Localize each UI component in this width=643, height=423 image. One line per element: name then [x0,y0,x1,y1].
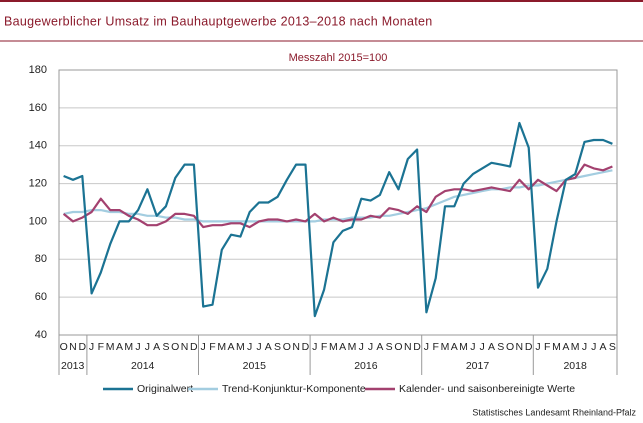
x-tick-label: F [98,341,104,353]
x-tick-label: J [247,341,252,353]
year-label: 2018 [563,360,587,372]
y-tick-label: 40 [35,329,47,341]
x-tick-label: J [312,341,317,353]
x-tick-label: M [552,341,561,353]
legend-label: Originalwert [137,383,193,395]
x-tick-label: M [124,341,133,353]
x-tick-label: A [488,341,495,353]
y-tick-label: 180 [29,64,47,76]
source: Statistisches Landesamt Rheinland-Pfalz [472,407,636,417]
x-tick-label: M [329,341,338,353]
x-tick-label: A [376,341,383,353]
x-tick-label: J [89,341,94,353]
x-tick-label: A [265,341,272,353]
year-label: 2016 [354,360,378,372]
year-label: 2017 [466,360,490,372]
x-tick-label: J [480,341,485,353]
x-tick-label: M [217,341,226,353]
x-tick-label: A [451,341,458,353]
year-label: 2014 [131,360,155,372]
x-tick-label: S [274,341,281,353]
x-tick-label: O [394,341,402,353]
x-tick-label: O [506,341,514,353]
x-tick-label: J [582,341,587,353]
x-tick-label: J [145,341,150,353]
y-tick-label: 160 [29,102,47,114]
x-tick-label: A [116,341,123,353]
x-tick-label: F [544,341,550,353]
x-tick-label: D [190,341,198,353]
x-tick-label: O [283,341,291,353]
x-tick-label: N [69,341,77,353]
x-tick-label: D [78,341,86,353]
y-tick-label: 80 [35,253,47,265]
series-line [63,121,613,318]
x-tick-label: S [386,341,393,353]
y-tick-label: 100 [29,215,47,227]
x-tick-label: J [591,341,596,353]
x-tick-label: A [153,341,160,353]
chart-subtitle: Messzahl 2015=100 [289,52,388,64]
y-tick-label: 60 [35,291,47,303]
x-tick-label: F [432,341,438,353]
x-tick-label: N [181,341,189,353]
x-tick-label: A [339,341,346,353]
x-tick-label: M [106,341,115,353]
y-tick-label: 120 [29,177,47,189]
x-tick-label: J [201,341,206,353]
year-label: 2015 [243,360,267,372]
x-tick-label: J [535,341,540,353]
x-tick-label: J [470,341,475,353]
x-tick-label: N [404,341,412,353]
x-tick-label: M [348,341,357,353]
x-tick-label: S [497,341,504,353]
x-tick-label: A [228,341,235,353]
x-tick-label: N [292,341,300,353]
x-tick-label: J [368,341,373,353]
x-tick-label: N [516,341,524,353]
x-tick-label: D [413,341,421,353]
x-tick-label: J [424,341,429,353]
x-tick-label: J [359,341,364,353]
series-line [62,163,613,229]
x-tick-label: F [209,341,215,353]
x-tick-label: M [571,341,580,353]
plot-frame [58,69,618,336]
legend-label: Trend-Konjunktur-Komponente [222,383,366,395]
x-tick-label: M [236,341,245,353]
x-tick-label: M [459,341,468,353]
x-tick-label: A [600,341,607,353]
x-tick-label: D [302,341,310,353]
x-tick-label: F [321,341,327,353]
x-tick-label: O [60,341,68,353]
x-tick-label: D [525,341,533,353]
x-tick-label: J [256,341,261,353]
x-tick-label: M [441,341,450,353]
year-label: 2013 [61,360,85,372]
y-tick-label: 140 [29,140,47,152]
chart-title: Baugewerblicher Umsatz im Bauhauptgewerb… [4,14,433,28]
x-tick-label: S [162,341,169,353]
legend-label: Kalender- und saisonbereinigte Werte [399,383,575,395]
x-tick-label: A [562,341,569,353]
x-tick-label: O [171,341,179,353]
x-tick-label: S [609,341,616,353]
x-tick-label: J [135,341,140,353]
